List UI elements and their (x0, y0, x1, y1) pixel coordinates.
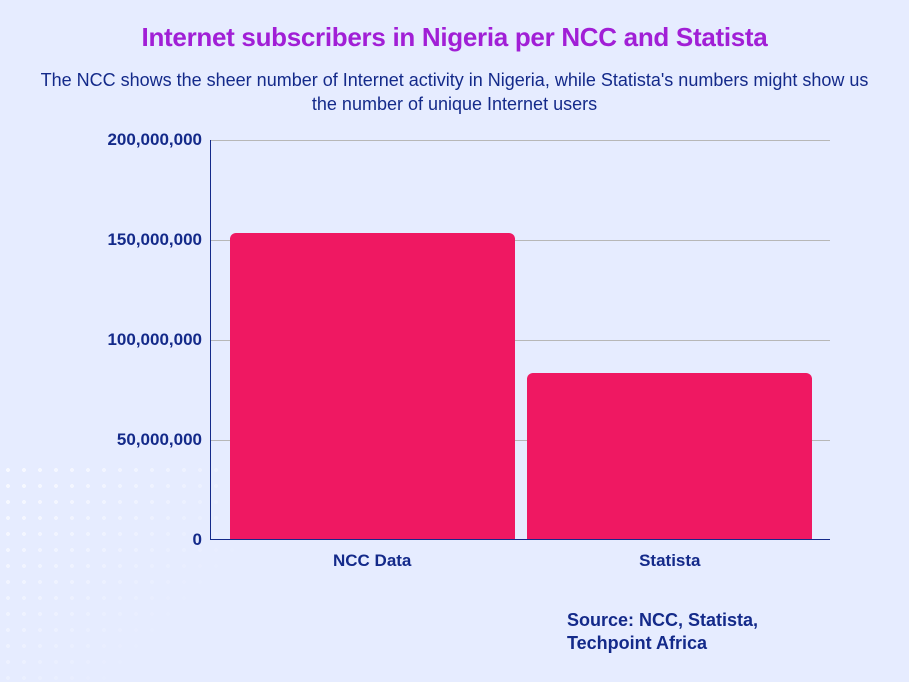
bar (527, 373, 812, 539)
x-category-label: NCC Data (272, 551, 472, 571)
x-category-label: Statista (570, 551, 770, 571)
y-tick-label: 0 (92, 530, 202, 550)
chart-canvas: Internet subscribers in Nigeria per NCC … (0, 0, 909, 682)
chart-area: 050,000,000100,000,000150,000,000200,000… (90, 140, 830, 580)
y-tick-label: 100,000,000 (92, 330, 202, 350)
chart-title: Internet subscribers in Nigeria per NCC … (0, 22, 909, 53)
chart-subtitle: The NCC shows the sheer number of Intern… (40, 68, 869, 117)
y-tick-label: 150,000,000 (92, 230, 202, 250)
y-tick-label: 50,000,000 (92, 430, 202, 450)
source-attribution: Source: NCC, Statista, Techpoint Africa (567, 609, 847, 654)
plot-area: 050,000,000100,000,000150,000,000200,000… (210, 140, 830, 540)
bar (230, 233, 515, 539)
gridline (211, 140, 830, 141)
y-tick-label: 200,000,000 (92, 130, 202, 150)
